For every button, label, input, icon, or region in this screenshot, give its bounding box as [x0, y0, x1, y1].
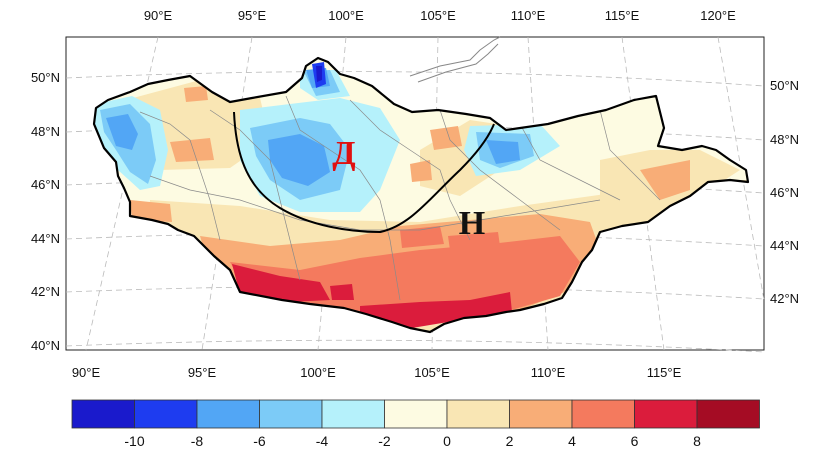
- colorbar-label: 8: [693, 433, 701, 449]
- province-borders: [139, 95, 661, 301]
- top-axis-label: 115°E: [605, 8, 640, 23]
- right-axis-label: 50°N: [770, 78, 799, 93]
- right-axis-label: 42°N: [770, 291, 799, 306]
- top-axis-label: 100°E: [328, 8, 364, 23]
- top-axis-label: 90°E: [144, 8, 173, 23]
- right-axis-label: 46°N: [770, 185, 799, 200]
- bottom-axis-label: 105°E: [414, 365, 450, 380]
- country-outline: [92, 56, 750, 334]
- top-axis-label: 110°E: [511, 8, 546, 23]
- top-axis-label: 105°E: [420, 8, 456, 23]
- colorbar-swatch: [696, 399, 760, 429]
- colorbar-label: -8: [191, 433, 204, 449]
- left-axis-label: 44°N: [31, 231, 60, 246]
- parallel-40: [65, 339, 765, 353]
- colorbar-label: -10: [124, 433, 144, 449]
- colorbar-swatch: [321, 399, 385, 429]
- top-axis-label: 120°E: [700, 8, 736, 23]
- zone-label-d: Д: [332, 135, 355, 172]
- colorbar-label: 0: [443, 433, 451, 449]
- top-axis-labels: 90°E 95°E 100°E 105°E 110°E 115°E 120°E: [144, 8, 736, 23]
- left-axis-label: 48°N: [31, 124, 60, 139]
- colorbar-swatch: [571, 399, 635, 429]
- bottom-axis-label: 90°E: [72, 365, 101, 380]
- bottom-axis-label: 110°E: [531, 365, 566, 380]
- colorbar-swatch: [509, 399, 573, 429]
- colorbar-label: 2: [506, 433, 514, 449]
- zone-label-n: Н: [459, 205, 485, 242]
- right-axis-labels: 50°N 48°N 46°N 44°N 42°N: [770, 78, 799, 306]
- neighbour-border: [409, 36, 501, 83]
- bottom-axis-label: 100°E: [300, 365, 336, 380]
- colorbar-swatch: [196, 399, 260, 429]
- colorbar-swatch: [384, 399, 448, 429]
- colorbar-label: 6: [631, 433, 639, 449]
- bottom-axis-label: 95°E: [188, 365, 217, 380]
- colorbar-label: 4: [568, 433, 576, 449]
- top-axis-label: 95°E: [238, 8, 267, 23]
- colorbar-swatch: [71, 399, 135, 429]
- zone-boundary: [233, 111, 495, 234]
- colorbar: -10 -8 -6 -4 -2 0 2 4 6 8: [71, 399, 760, 449]
- meridian-95: [201, 36, 253, 351]
- left-axis-labels: 50°N 48°N 46°N 44°N 42°N 40°N: [31, 70, 60, 353]
- parallel-50: [65, 71, 765, 87]
- colorbar-label: -4: [316, 433, 329, 449]
- colorbar-swatch: [259, 399, 323, 429]
- left-axis-label: 40°N: [31, 338, 60, 353]
- colorbar-label: -6: [253, 433, 266, 449]
- bottom-axis-label: 115°E: [647, 365, 682, 380]
- colorbar-swatch: [134, 399, 198, 429]
- bottom-axis-labels: 90°E 95°E 100°E 105°E 110°E 115°E: [72, 365, 682, 380]
- colorbar-swatch: [446, 399, 510, 429]
- colorbar-swatch: [634, 399, 698, 429]
- left-axis-label: 42°N: [31, 284, 60, 299]
- right-axis-label: 48°N: [770, 132, 799, 147]
- colorbar-label: -2: [378, 433, 391, 449]
- right-axis-label: 44°N: [770, 238, 799, 253]
- left-axis-label: 46°N: [31, 177, 60, 192]
- left-axis-label: 50°N: [31, 70, 60, 85]
- meridian-115: [621, 36, 665, 351]
